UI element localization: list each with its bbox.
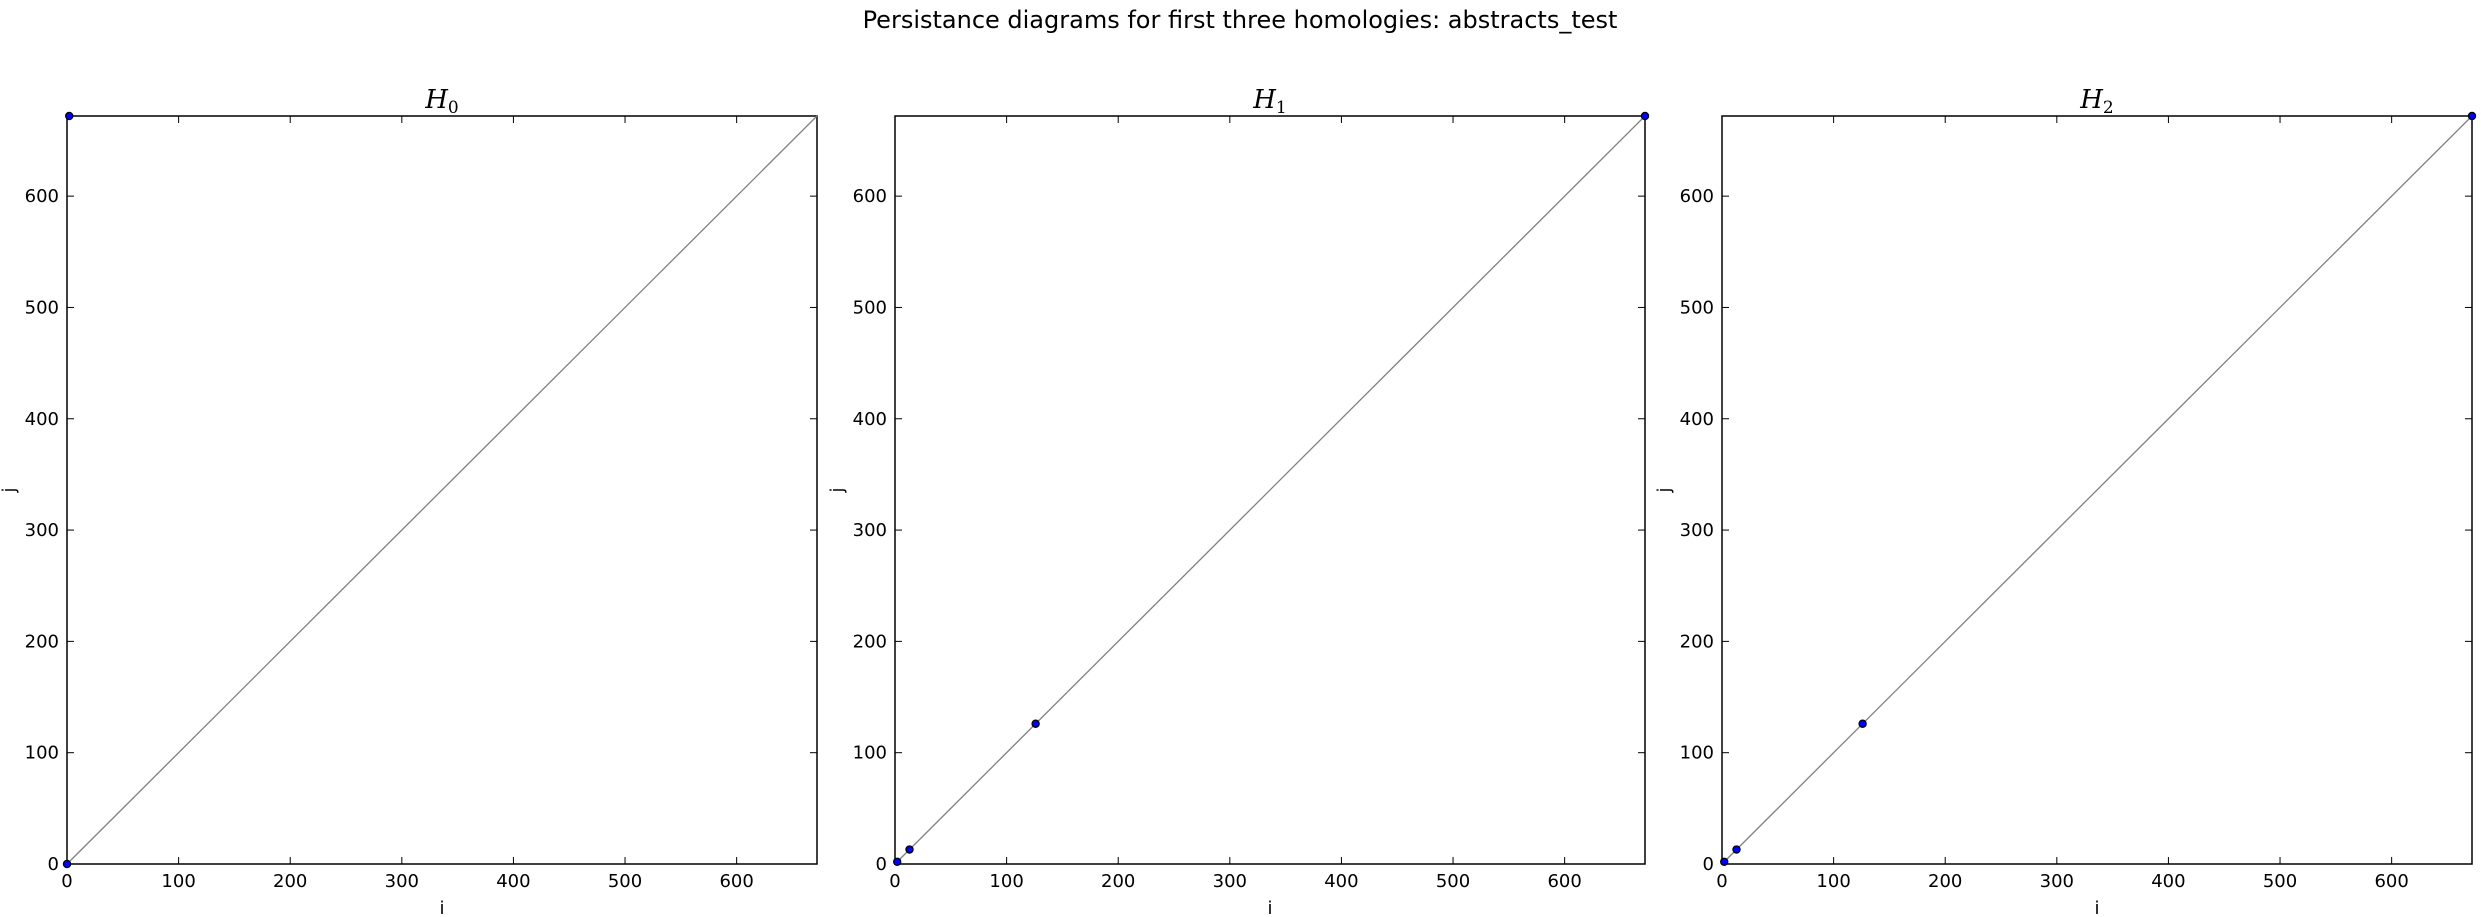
y-tick-label: 600 <box>1680 186 1714 207</box>
panel-title: H1 <box>1252 85 1287 118</box>
data-point <box>2467 111 2477 121</box>
x-tick-label: 100 <box>161 871 195 892</box>
data-point <box>1031 719 1040 728</box>
x-tick-label: 0 <box>61 871 72 892</box>
panel-title: H2 <box>2079 85 2114 118</box>
data-point <box>905 845 914 854</box>
data-point <box>65 111 74 121</box>
y-tick-label: 0 <box>876 854 887 875</box>
y-tick-label: 400 <box>853 409 887 430</box>
diagonal-line <box>894 115 1646 865</box>
x-tick-label: 600 <box>719 871 753 892</box>
y-tick-label: 300 <box>25 520 59 541</box>
x-tick-label: 200 <box>1928 871 1962 892</box>
y-tick-label: 100 <box>853 743 887 764</box>
y-tick-label: 100 <box>1680 743 1714 764</box>
diagonal-line <box>1721 115 2473 865</box>
x-tick-label: 100 <box>1816 871 1850 892</box>
panel-h0: 0 100 200 300 400 500 600 0 100 200 300 400 500 600 i j… <box>0 85 818 917</box>
data-point <box>1720 857 1729 866</box>
data-point <box>62 859 72 869</box>
data-point <box>893 857 902 866</box>
x-tick-label: 200 <box>1101 871 1135 892</box>
x-tick-label: 0 <box>889 871 900 892</box>
x-tick-label: 100 <box>989 871 1023 892</box>
y-tick-label: 400 <box>1680 409 1714 430</box>
figure-title: Persistance diagrams for first three hom… <box>863 6 1618 34</box>
x-tick-label: 500 <box>1436 871 1470 892</box>
data-point <box>1640 111 1650 121</box>
x-tick-label: 300 <box>1213 871 1247 892</box>
y-tick-label: 500 <box>25 297 59 318</box>
x-tick-label: 400 <box>1324 871 1358 892</box>
x-axis-label: i <box>439 898 444 917</box>
panel-h2: 0 100 200 300 400 500 600 0 100 200 300 400 500 600 i j… <box>1654 85 2477 917</box>
y-tick-label: 0 <box>48 854 59 875</box>
x-tick-label: 400 <box>2151 871 2185 892</box>
x-axis-label: i <box>2094 898 2099 917</box>
y-tick-label: 300 <box>1680 520 1714 541</box>
y-tick-label: 500 <box>1680 297 1714 318</box>
y-axis-label: j <box>1654 487 1675 493</box>
y-tick-label: 200 <box>1680 631 1714 652</box>
x-tick-label: 600 <box>2374 871 2408 892</box>
x-tick-label: 200 <box>273 871 307 892</box>
x-axis-label: i <box>1267 898 1272 917</box>
y-tick-label: 600 <box>853 186 887 207</box>
y-tick-label: 400 <box>25 409 59 430</box>
x-tick-label: 500 <box>2263 871 2297 892</box>
y-tick-label: 300 <box>853 520 887 541</box>
data-point <box>1858 719 1867 728</box>
panel-title: H0 <box>424 85 459 118</box>
y-axis-label: j <box>827 487 848 493</box>
x-tick-label: 500 <box>608 871 642 892</box>
diagonal-line <box>66 115 818 865</box>
data-point <box>1732 845 1741 854</box>
panel-h1: 0 100 200 300 400 500 600 0 100 200 300 400 500 600 i j… <box>827 85 1650 917</box>
y-tick-label: 100 <box>25 743 59 764</box>
x-tick-label: 300 <box>2040 871 2074 892</box>
y-tick-label: 200 <box>25 631 59 652</box>
x-tick-label: 300 <box>385 871 419 892</box>
panels-group: 0 100 200 300 400 500 600 0 100 200 300 400 500 600 i j… <box>0 85 2477 917</box>
x-tick-label: 0 <box>1716 871 1727 892</box>
x-tick-label: 400 <box>496 871 530 892</box>
y-tick-label: 600 <box>25 186 59 207</box>
y-axis-label: j <box>0 487 20 493</box>
y-tick-label: 500 <box>853 297 887 318</box>
y-tick-label: 200 <box>853 631 887 652</box>
x-tick-label: 600 <box>1547 871 1581 892</box>
y-tick-label: 0 <box>1703 854 1714 875</box>
